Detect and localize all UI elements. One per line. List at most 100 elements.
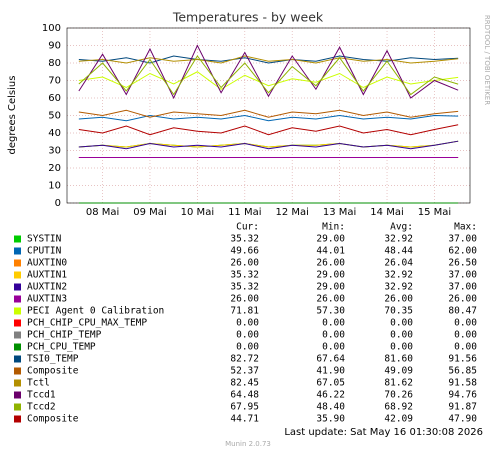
legend-stat: 62.00 [448, 246, 477, 257]
legend-stat: 0.00 [454, 318, 477, 329]
legend-stat: 32.92 [384, 282, 413, 293]
legend-stat: 26.00 [230, 294, 259, 305]
legend-stat: 91.58 [448, 378, 477, 389]
series-line [78, 71, 459, 90]
x-tick-label: 13 Mai [323, 207, 356, 218]
legend-label: Composite [27, 414, 79, 425]
legend-stat: 57.30 [316, 306, 345, 317]
legend-swatch [14, 247, 21, 255]
series-line [78, 140, 459, 148]
legend-swatch [14, 391, 21, 399]
legend-stat: 35.32 [230, 282, 259, 293]
last-update: Last update: Sat May 16 01:30:08 2026 [284, 427, 483, 438]
legend-label: TSI0_TEMP [27, 354, 79, 365]
legend-label: AUXTIN1 [27, 270, 67, 281]
legend-swatch [14, 283, 21, 291]
legend-label: SYSTIN [27, 234, 62, 245]
y-tick-label: 0 [55, 198, 61, 209]
legend-stat: 26.00 [384, 294, 413, 305]
legend-stat: 94.76 [448, 390, 477, 401]
legend-stat: 70.35 [384, 306, 413, 317]
legend-stat: 49.09 [384, 366, 413, 377]
legend-stat: 67.64 [316, 354, 345, 365]
legend-swatch [14, 235, 21, 243]
x-tick-label: 15 Mai [418, 207, 451, 218]
x-tick-label: 08 Mai [86, 207, 119, 218]
series-line [78, 55, 459, 64]
legend-stat: 26.50 [448, 258, 477, 269]
y-axis-label: degrees Celsius [7, 76, 18, 155]
series-line [78, 55, 459, 64]
legend-swatch [14, 403, 21, 411]
legend-label: Composite [27, 366, 79, 377]
legend-stat: 64.48 [230, 390, 259, 401]
legend-stat: 82.45 [230, 378, 259, 389]
legend-swatch [14, 343, 21, 351]
legend-label: Tccd2 [27, 402, 56, 413]
legend-stat: 81.62 [384, 378, 413, 389]
y-tick-label: 50 [48, 111, 61, 122]
legend-label: Tccd1 [27, 390, 56, 401]
legend-stat: 52.37 [230, 366, 259, 377]
x-tick-label: 14 Mai [370, 207, 403, 218]
legend-stat: 70.26 [384, 390, 413, 401]
legend-swatch [14, 331, 21, 339]
legend-stat: 0.00 [236, 342, 259, 353]
legend-stat: 67.05 [316, 378, 345, 389]
legend-stat: 26.00 [230, 258, 259, 269]
side-text: RRDTOOL / TOBI OETIKER [483, 15, 491, 105]
legend-stat: 26.00 [316, 294, 345, 305]
footer: Munin 2.0.73 [225, 440, 271, 448]
legend-stat: 91.56 [448, 354, 477, 365]
legend-stat: 41.90 [316, 366, 345, 377]
legend-swatch [14, 415, 21, 423]
y-tick-label: 80 [48, 58, 61, 69]
legend-stat: 0.00 [236, 318, 259, 329]
legend-stat: 37.00 [448, 234, 477, 245]
legend-label: AUXTIN3 [27, 294, 67, 305]
legend-stat: 37.00 [448, 270, 477, 281]
legend-stat: 26.00 [316, 258, 345, 269]
legend-stat: 71.81 [230, 306, 259, 317]
legend-stat: 48.40 [316, 402, 345, 413]
series-line [78, 109, 459, 118]
series-line [78, 114, 459, 122]
legend-stat: 35.32 [230, 234, 259, 245]
y-tick-label: 70 [48, 76, 61, 87]
legend-stat: 0.00 [454, 330, 477, 341]
legend-label: PECI Agent 0 Calibration [27, 306, 164, 317]
legend-stat: 32.92 [384, 234, 413, 245]
legend-label: Tctl [27, 378, 50, 389]
legend-swatch [14, 379, 21, 387]
legend-stat: 0.00 [390, 342, 413, 353]
legend-label: AUXTIN2 [27, 282, 67, 293]
legend-stat: 68.92 [384, 402, 413, 413]
legend-stat: 0.00 [322, 342, 345, 353]
y-tick-label: 100 [42, 23, 61, 34]
legend-label: PCH_CHIP_CPU_MAX_TEMP [27, 318, 147, 329]
series-line [78, 55, 459, 96]
legend-label: CPUTIN [27, 246, 62, 257]
legend-swatch [14, 319, 21, 327]
x-tick-label: 09 Mai [133, 207, 166, 218]
y-tick-label: 30 [48, 146, 61, 157]
legend-swatch [14, 271, 21, 279]
legend-stat: 80.47 [448, 306, 477, 317]
series-line [78, 140, 459, 150]
legend-stat: 37.00 [448, 282, 477, 293]
series-line [78, 124, 459, 136]
x-tick-label: 12 Mai [275, 207, 308, 218]
column-header: Avg: [390, 222, 413, 233]
legend-label: PCH_CHIP_TEMP [27, 330, 102, 341]
legend-stat: 0.00 [390, 318, 413, 329]
legend-stat: 26.04 [384, 258, 413, 269]
y-tick-label: 10 [48, 181, 61, 192]
legend-stat: 44.01 [316, 246, 345, 257]
legend-stat: 29.00 [316, 234, 345, 245]
legend-swatch [14, 367, 21, 375]
legend-label: PCH_CPU_TEMP [27, 342, 96, 353]
legend-swatch [14, 259, 21, 267]
legend-stat: 67.95 [230, 402, 259, 413]
x-tick-label: 10 Mai [181, 207, 214, 218]
column-header: Max: [454, 222, 477, 233]
